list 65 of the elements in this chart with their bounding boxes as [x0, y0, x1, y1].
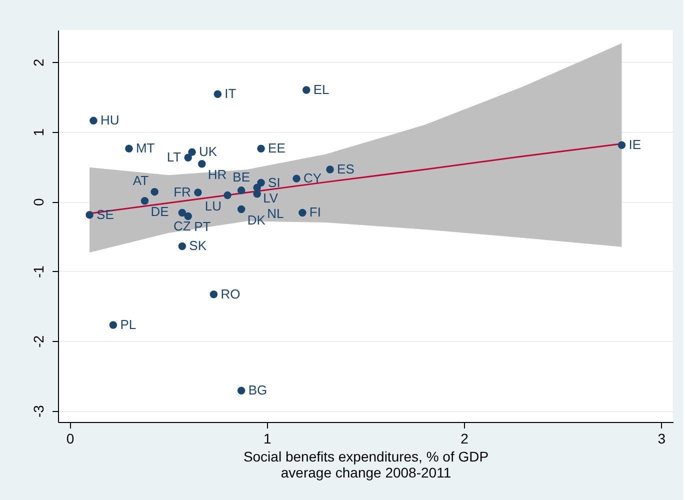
- point: [618, 141, 626, 149]
- x-tick-label: 1: [264, 430, 272, 446]
- point: [150, 188, 158, 196]
- y-tick-label: 0: [30, 198, 46, 206]
- point: [125, 144, 133, 152]
- x-axis-title: Social benefits expenditures, % of GDP average change 2008-2011: [243, 448, 489, 480]
- annotation: HU: [100, 112, 120, 128]
- annotation: CZ: [174, 218, 191, 234]
- annotation: NL: [267, 206, 284, 221]
- annotation: RO: [220, 286, 240, 302]
- point: [140, 197, 149, 205]
- point: [210, 290, 218, 298]
- annotation: IE: [628, 137, 642, 152]
- annotation: DK: [247, 212, 266, 228]
- point: [86, 210, 94, 219]
- point: [224, 191, 232, 200]
- y-tick-label: -2: [30, 335, 46, 348]
- point: [188, 148, 196, 156]
- point: [257, 144, 265, 152]
- annotation: BG: [248, 382, 268, 398]
- annotation: EE: [268, 140, 286, 156]
- annotation: BE: [232, 169, 250, 184]
- point: [184, 154, 192, 162]
- point: [198, 160, 206, 168]
- annotation: LU: [204, 198, 222, 214]
- point: [237, 205, 246, 214]
- point: [178, 242, 186, 250]
- point: [253, 190, 261, 198]
- point: [178, 208, 186, 217]
- y-tick-label: -1: [30, 265, 46, 278]
- point: [302, 86, 310, 94]
- point: [237, 186, 246, 194]
- point: [109, 321, 118, 329]
- point: [237, 386, 246, 394]
- point: [194, 188, 202, 196]
- point: [184, 212, 192, 220]
- annotation: EL: [313, 82, 330, 97]
- point: [214, 90, 222, 98]
- annotation: LT: [166, 150, 182, 165]
- annotation: UK: [199, 144, 218, 160]
- annotation: FI: [309, 204, 321, 220]
- point: [90, 116, 98, 125]
- annotation: SK: [189, 238, 207, 254]
- point: [326, 166, 334, 174]
- annotation: IT: [224, 86, 236, 102]
- annotation: AT: [132, 172, 149, 188]
- annotation: SI: [268, 174, 280, 190]
- point: [292, 174, 300, 182]
- annotation: LV: [263, 190, 278, 206]
- x-tick-label: 2: [460, 430, 469, 446]
- x-tick-label: 3: [658, 430, 666, 446]
- x-tick-label: 0: [66, 430, 74, 446]
- annotation: DE: [150, 204, 170, 219]
- annotation: CY: [304, 170, 322, 186]
- y-tick-label: -3: [30, 404, 46, 418]
- annotation: ES: [337, 162, 355, 176]
- y-tick-label: 2: [30, 58, 46, 66]
- annotation: HR: [208, 166, 227, 182]
- annotation: FR: [174, 184, 191, 200]
- point: [257, 178, 265, 187]
- annotation: PL: [120, 317, 136, 332]
- point: [298, 208, 306, 217]
- y-tick-label: 1: [30, 128, 46, 136]
- annotation: MT: [136, 140, 155, 156]
- annotation: PT: [194, 219, 211, 234]
